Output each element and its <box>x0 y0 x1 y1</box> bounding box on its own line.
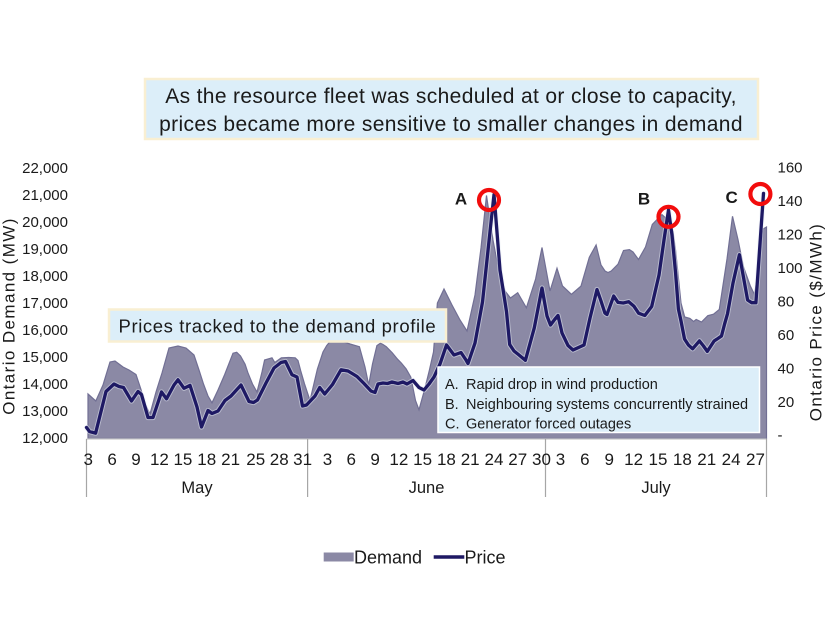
svg-text:31: 31 <box>293 450 312 469</box>
svg-text:24: 24 <box>722 450 741 469</box>
svg-text:30: 30 <box>532 450 551 469</box>
svg-text:9: 9 <box>370 450 379 469</box>
svg-text:21: 21 <box>221 450 240 469</box>
svg-text:A.: A. <box>445 377 459 393</box>
svg-text:Prices tracked to the demand p: Prices tracked to the demand profile <box>119 316 437 337</box>
svg-text:13,000: 13,000 <box>22 403 68 420</box>
svg-text:15: 15 <box>649 450 668 469</box>
svg-text:Ontario Demand (MW): Ontario Demand (MW) <box>0 217 19 415</box>
svg-text:Neighbouring systems concurren: Neighbouring systems concurrently strain… <box>466 397 748 413</box>
svg-text:3: 3 <box>83 450 92 469</box>
svg-text:prices became more sensitive t: prices became more sensitive to smaller … <box>159 113 743 136</box>
svg-text:25: 25 <box>246 450 265 469</box>
svg-text:Demand: Demand <box>354 548 422 568</box>
svg-text:9: 9 <box>605 450 614 469</box>
svg-text:18,000: 18,000 <box>22 268 68 285</box>
svg-text:May: May <box>181 479 213 497</box>
svg-text:Price: Price <box>465 548 506 568</box>
svg-text:A: A <box>455 190 467 209</box>
svg-text:19,000: 19,000 <box>22 241 68 258</box>
svg-text:160: 160 <box>778 160 803 177</box>
svg-text:6: 6 <box>347 450 356 469</box>
svg-text:24: 24 <box>484 450 503 469</box>
svg-text:21: 21 <box>461 450 480 469</box>
svg-text:18: 18 <box>437 450 456 469</box>
svg-text:28: 28 <box>270 450 289 469</box>
svg-text:Generator forced outages: Generator forced outages <box>466 417 631 433</box>
svg-text:14,000: 14,000 <box>22 376 68 393</box>
svg-text:9: 9 <box>131 450 140 469</box>
svg-text:12,000: 12,000 <box>22 430 68 447</box>
svg-text:6: 6 <box>107 450 116 469</box>
svg-text:July: July <box>641 479 671 497</box>
svg-text:22,000: 22,000 <box>22 160 68 177</box>
svg-text:6: 6 <box>580 450 589 469</box>
svg-text:15: 15 <box>413 450 432 469</box>
svg-text:27: 27 <box>746 450 765 469</box>
svg-text:15,000: 15,000 <box>22 349 68 366</box>
svg-text:21: 21 <box>697 450 716 469</box>
svg-text:-: - <box>778 427 783 444</box>
svg-text:20,000: 20,000 <box>22 214 68 231</box>
svg-text:17,000: 17,000 <box>22 295 68 312</box>
svg-text:3: 3 <box>323 450 332 469</box>
svg-text:Ontario Price ($/MWh): Ontario Price ($/MWh) <box>807 223 826 422</box>
svg-text:Rapid drop in wind production: Rapid drop in wind production <box>466 377 658 393</box>
svg-text:16,000: 16,000 <box>22 322 68 339</box>
svg-text:18: 18 <box>197 450 216 469</box>
svg-text:20: 20 <box>778 394 795 411</box>
svg-text:C.: C. <box>445 417 460 433</box>
svg-text:21,000: 21,000 <box>22 187 68 204</box>
svg-text:140: 140 <box>778 193 803 210</box>
svg-text:80: 80 <box>778 293 795 310</box>
svg-text:As the resource fleet was sche: As the resource fleet was scheduled at o… <box>165 85 737 108</box>
svg-text:27: 27 <box>508 450 527 469</box>
svg-text:120: 120 <box>778 227 803 244</box>
svg-text:12: 12 <box>150 450 169 469</box>
svg-text:3: 3 <box>556 450 565 469</box>
svg-text:June: June <box>409 479 445 497</box>
svg-text:12: 12 <box>389 450 408 469</box>
svg-text:60: 60 <box>778 327 795 344</box>
svg-text:15: 15 <box>173 450 192 469</box>
svg-text:100: 100 <box>778 260 803 277</box>
svg-text:C: C <box>726 188 738 207</box>
svg-text:40: 40 <box>778 360 795 377</box>
svg-text:18: 18 <box>673 450 692 469</box>
svg-text:B: B <box>638 190 650 209</box>
svg-text:B.: B. <box>445 397 459 413</box>
svg-text:12: 12 <box>624 450 643 469</box>
